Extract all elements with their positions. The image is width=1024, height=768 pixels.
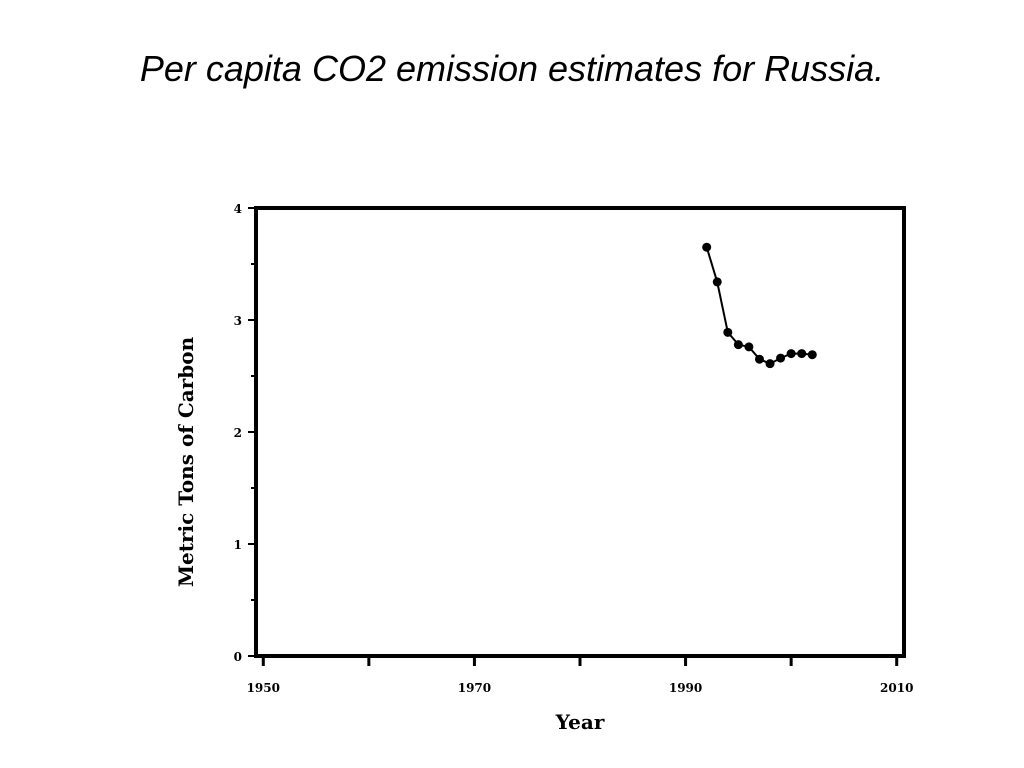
x-axis: 1950 1970 1990 2010 [247,656,913,695]
y-axis-title: Metric Tons of Carbon [174,336,198,587]
x-tick-label: 1990 [669,681,702,695]
data-point [733,340,743,350]
data-point [765,359,775,369]
series-line [705,246,813,365]
x-tick-label: 1970 [458,681,491,695]
data-point [786,349,796,359]
y-tick-label: 2 [234,426,242,440]
data-point [723,327,733,337]
slide-title: Per capita CO2 emission estimates for Ru… [139,48,885,89]
y-axis: 0 1 2 3 4 [234,202,256,664]
data-point [797,349,807,359]
data-point [744,342,754,352]
data-point [702,242,712,252]
x-axis-title: Year [555,710,605,734]
y-tick-label: 0 [234,650,242,664]
data-point [754,354,764,364]
y-tick-label: 1 [234,538,242,552]
data-point [776,353,786,363]
plot-frame [254,206,906,658]
data-point [712,277,722,287]
x-tick-label: 1950 [247,681,280,695]
plot-series [702,242,817,369]
data-point [807,350,817,360]
y-tick-label: 4 [234,202,242,216]
y-tick-label: 3 [234,314,242,328]
x-tick-label: 2010 [880,681,913,695]
